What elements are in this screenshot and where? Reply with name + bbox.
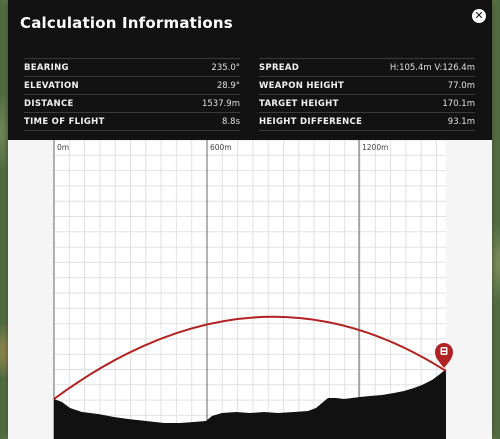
calculation-dialog: Calculation Informations ✕ BEARING 235.0… xyxy=(8,0,492,439)
stat-row-weapon-height: WEAPON HEIGHT 77.0m xyxy=(259,76,475,94)
stat-row-elevation: ELEVATION 28.9° xyxy=(24,76,240,94)
stat-label: HEIGHT DIFFERENCE xyxy=(259,116,363,127)
close-icon[interactable]: ✕ xyxy=(472,9,486,23)
stat-value: 1537.9m xyxy=(201,98,240,109)
plot-background xyxy=(54,140,446,439)
stat-value: 77.0m xyxy=(447,80,475,91)
stat-value: 28.9° xyxy=(216,80,240,91)
stat-label: TIME OF FLIGHT xyxy=(24,116,105,127)
stat-row-target-height: TARGET HEIGHT 170.1m xyxy=(259,94,475,112)
stat-label: ELEVATION xyxy=(24,80,79,91)
stat-row-bearing: BEARING 235.0° xyxy=(24,58,240,76)
stat-value: 8.8s xyxy=(222,116,240,127)
stat-row-spread: SPREAD H:105.4m V:126.4m xyxy=(259,58,475,76)
elevation-profile: 0m 600m 1200m xyxy=(8,140,492,439)
x-tick-label: 600m xyxy=(210,143,232,152)
stat-row-distance: DISTANCE 1537.9m xyxy=(24,94,240,112)
stat-label: DISTANCE xyxy=(24,98,74,109)
stats-left: BEARING 235.0° ELEVATION 28.9° DISTANCE … xyxy=(24,58,240,131)
stat-label: SPREAD xyxy=(259,62,300,73)
stat-label: BEARING xyxy=(24,62,69,73)
trajectory-line xyxy=(53,315,447,400)
stat-row-height-difference: HEIGHT DIFFERENCE 93.1m xyxy=(259,112,475,131)
dialog-title: Calculation Informations xyxy=(20,14,233,32)
target-marker-icon[interactable] xyxy=(435,343,453,368)
terrain-profile xyxy=(54,369,446,439)
stat-row-time-of-flight: TIME OF FLIGHT 8.8s xyxy=(24,112,240,131)
profile-svg: 0m 600m 1200m xyxy=(53,140,453,439)
stat-label: WEAPON HEIGHT xyxy=(259,80,345,91)
stat-label: TARGET HEIGHT xyxy=(259,98,339,109)
stat-value: 93.1m xyxy=(447,116,475,127)
stat-value: 235.0° xyxy=(211,62,240,73)
x-tick-label: 1200m xyxy=(362,143,388,152)
x-tick-label: 0m xyxy=(57,143,69,152)
stats-right: SPREAD H:105.4m V:126.4m WEAPON HEIGHT 7… xyxy=(259,58,475,131)
stat-value: 170.1m xyxy=(442,98,475,109)
stat-value: H:105.4m V:126.4m xyxy=(389,62,475,73)
